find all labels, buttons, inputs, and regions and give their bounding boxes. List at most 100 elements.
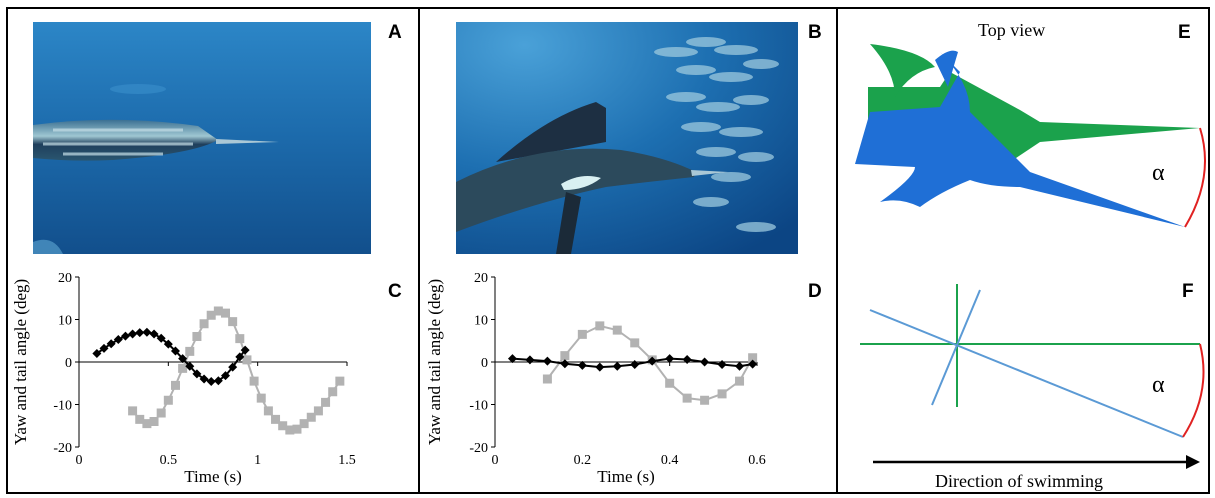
y-tick-label: 20 xyxy=(474,271,488,286)
data-point xyxy=(113,334,123,344)
x-tick-label: 0 xyxy=(492,453,499,468)
data-point xyxy=(700,395,710,405)
data-point xyxy=(199,319,209,329)
data-point xyxy=(221,371,231,381)
angle-arc-f xyxy=(1182,343,1205,438)
y-tick-label: -10 xyxy=(53,399,72,414)
data-point xyxy=(199,374,209,384)
blue-fish-shape xyxy=(855,52,1185,227)
y-tick-label: 20 xyxy=(58,271,72,286)
y-tick-label: -20 xyxy=(469,441,488,456)
data-point xyxy=(240,345,250,355)
data-point xyxy=(213,306,223,316)
data-point xyxy=(185,361,195,371)
data-point xyxy=(717,389,727,399)
data-point xyxy=(135,328,145,338)
panel-label-d: D xyxy=(808,281,822,302)
data-point xyxy=(285,425,295,435)
x-axis-label: Time (s) xyxy=(597,467,654,486)
panel-label-b: B xyxy=(808,22,822,43)
data-point xyxy=(156,333,166,343)
data-point xyxy=(612,325,622,335)
photo-b-sailfish xyxy=(456,22,798,254)
chart-c: 20 10 0 -10 -20 0 0.5 1 1.5 Time (s) Yaw and tail … xyxy=(11,271,356,486)
data-point xyxy=(128,329,138,339)
panel-label-f: F xyxy=(1182,281,1194,302)
data-point xyxy=(263,406,273,416)
y-tick-label: 0 xyxy=(481,356,488,371)
data-point xyxy=(560,351,570,361)
data-point xyxy=(595,362,605,372)
data-point xyxy=(213,376,223,386)
data-point xyxy=(235,334,245,344)
data-point xyxy=(92,349,102,358)
data-point xyxy=(149,417,159,426)
x-axis-label: Time (s) xyxy=(184,467,241,486)
y-tick-label: -10 xyxy=(469,399,488,414)
diagram-e-top-view: α xyxy=(855,44,1206,228)
alpha-label-e: α xyxy=(1152,160,1165,186)
direction-arrow-head xyxy=(1186,455,1200,469)
green-fin xyxy=(870,44,935,97)
x-tick-label: 0.6 xyxy=(748,453,766,468)
data-point xyxy=(748,353,758,363)
data-point xyxy=(560,359,570,369)
blue-swim-line xyxy=(869,309,1184,438)
data-point xyxy=(256,393,266,403)
data-point xyxy=(178,363,188,373)
angle-arc-e xyxy=(1184,127,1206,228)
data-point xyxy=(612,361,622,371)
x-tick-label: 0.5 xyxy=(160,453,178,468)
x-tick-label: 1 xyxy=(254,453,261,468)
top-view-title: Top view xyxy=(978,20,1046,40)
data-point xyxy=(335,376,345,386)
data-point xyxy=(735,376,745,386)
data-point xyxy=(135,414,145,424)
x-tick-label: 0.2 xyxy=(574,453,592,468)
data-point xyxy=(292,424,302,434)
data-point xyxy=(682,354,692,364)
y-tick-label: -20 xyxy=(53,441,72,456)
panel-label-c: C xyxy=(388,281,402,302)
data-point xyxy=(142,327,152,337)
panel-label-e: E xyxy=(1178,22,1191,43)
data-point xyxy=(192,332,202,341)
data-point xyxy=(577,360,587,370)
data-point xyxy=(163,395,173,405)
data-point xyxy=(507,354,517,364)
data-point xyxy=(170,346,180,356)
data-point xyxy=(321,397,331,407)
data-point xyxy=(542,374,552,384)
data-point xyxy=(249,376,259,386)
data-point xyxy=(299,419,309,429)
data-point xyxy=(206,377,216,387)
data-point xyxy=(149,329,159,339)
data-point xyxy=(577,329,587,339)
data-point xyxy=(156,408,166,418)
data-point xyxy=(120,331,130,341)
data-point xyxy=(717,360,727,370)
y-tick-label: 10 xyxy=(474,314,488,329)
alpha-label-f: α xyxy=(1152,372,1165,398)
series-line xyxy=(96,331,246,383)
blue-fin xyxy=(935,50,958,87)
data-point xyxy=(106,339,116,349)
data-point xyxy=(306,412,316,422)
data-point xyxy=(278,421,288,431)
data-point xyxy=(630,360,640,370)
data-point xyxy=(271,414,281,424)
panel-label-a: A xyxy=(388,22,402,43)
data-point xyxy=(128,406,138,416)
data-point xyxy=(630,338,640,348)
data-point xyxy=(192,369,202,379)
data-point xyxy=(748,359,758,369)
data-point xyxy=(735,361,745,371)
data-point xyxy=(221,308,231,318)
data-point xyxy=(682,393,692,403)
data-point xyxy=(142,419,152,429)
data-point xyxy=(185,346,195,356)
data-point xyxy=(228,362,238,372)
x-tick-label: 0 xyxy=(76,453,83,468)
data-point xyxy=(542,356,552,366)
data-point xyxy=(228,317,238,327)
